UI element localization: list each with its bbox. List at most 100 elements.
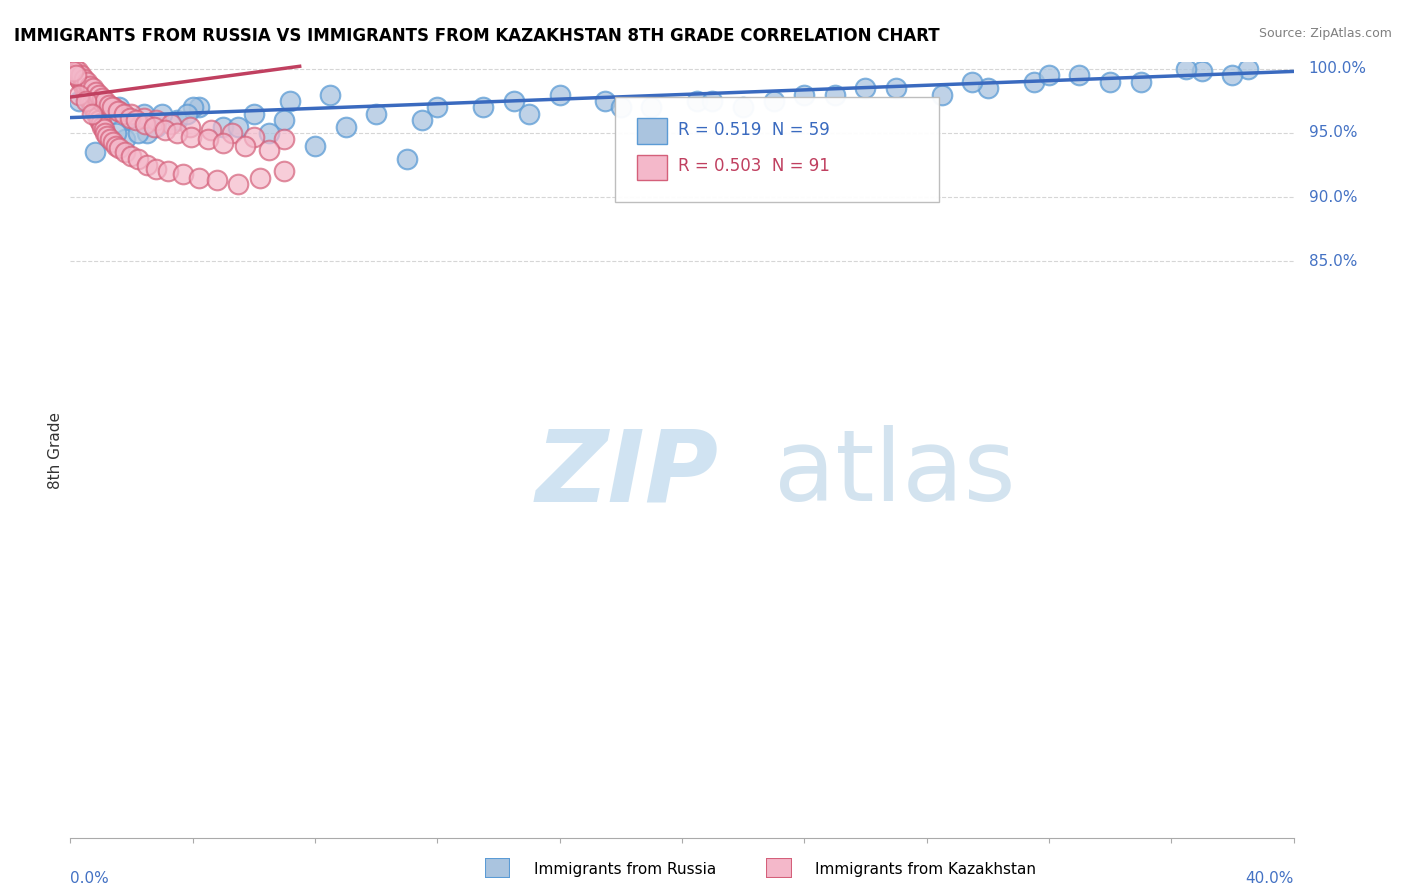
- Point: [257, 126, 280, 140]
- Point: [197, 132, 219, 146]
- Point: [150, 107, 173, 121]
- Point: [132, 107, 155, 121]
- Point: [75, 78, 97, 93]
- Point: [243, 107, 266, 121]
- Point: [75, 94, 97, 108]
- Point: [962, 75, 984, 89]
- Point: [135, 158, 157, 172]
- Point: [114, 132, 136, 146]
- Point: [426, 100, 449, 114]
- Point: [157, 164, 180, 178]
- Point: [1129, 75, 1152, 89]
- Text: 90.0%: 90.0%: [1309, 190, 1357, 204]
- Point: [79, 78, 101, 93]
- Point: [108, 100, 131, 114]
- Point: [121, 149, 143, 163]
- Point: [187, 100, 209, 114]
- Point: [80, 100, 103, 114]
- Point: [145, 113, 167, 128]
- Point: [731, 100, 754, 114]
- Point: [824, 87, 846, 102]
- Point: [98, 132, 121, 146]
- Point: [76, 75, 98, 89]
- Point: [1099, 75, 1122, 89]
- Point: [97, 97, 120, 112]
- Point: [179, 120, 201, 134]
- Text: ZIP: ZIP: [536, 425, 718, 522]
- Point: [280, 94, 302, 108]
- Point: [686, 94, 709, 108]
- Point: [66, 64, 89, 78]
- Text: Source: ZipAtlas.com: Source: ZipAtlas.com: [1258, 27, 1392, 40]
- Point: [112, 107, 135, 121]
- Point: [127, 126, 149, 140]
- Point: [69, 72, 91, 87]
- Point: [87, 91, 110, 105]
- Point: [1175, 62, 1198, 76]
- Text: R = 0.503  N = 91: R = 0.503 N = 91: [678, 157, 830, 176]
- Point: [304, 138, 326, 153]
- Point: [70, 75, 93, 89]
- Point: [517, 107, 540, 121]
- Point: [884, 81, 907, 95]
- Point: [114, 145, 136, 160]
- Point: [610, 100, 633, 114]
- Point: [1022, 75, 1045, 89]
- Point: [66, 68, 89, 82]
- Text: IMMIGRANTS FROM RUSSIA VS IMMIGRANTS FROM KAZAKHSTAN 8TH GRADE CORRELATION CHART: IMMIGRANTS FROM RUSSIA VS IMMIGRANTS FRO…: [14, 27, 939, 45]
- Point: [77, 90, 100, 104]
- Point: [118, 111, 141, 125]
- Point: [101, 100, 124, 114]
- Point: [502, 94, 524, 108]
- Point: [90, 116, 112, 130]
- Point: [62, 62, 84, 76]
- Point: [1038, 68, 1060, 82]
- Point: [72, 75, 94, 89]
- Point: [65, 66, 87, 80]
- Point: [76, 87, 98, 102]
- Point: [1220, 68, 1243, 82]
- Point: [96, 97, 118, 112]
- Point: [65, 68, 87, 82]
- Point: [77, 81, 100, 95]
- Point: [855, 81, 877, 95]
- Point: [366, 107, 388, 121]
- Point: [228, 120, 250, 134]
- Point: [100, 100, 122, 114]
- Point: [72, 77, 94, 91]
- Point: [249, 170, 271, 185]
- Point: [143, 120, 166, 134]
- FancyBboxPatch shape: [637, 155, 668, 180]
- Point: [145, 161, 167, 176]
- Point: [91, 120, 114, 134]
- Point: [411, 113, 433, 128]
- Point: [134, 117, 156, 131]
- Point: [243, 129, 266, 144]
- Point: [395, 152, 418, 166]
- Point: [73, 72, 96, 87]
- Point: [181, 100, 204, 114]
- Point: [200, 123, 222, 137]
- Point: [145, 120, 167, 134]
- Point: [79, 94, 101, 108]
- Point: [83, 145, 105, 160]
- Point: [75, 84, 97, 98]
- Text: 85.0%: 85.0%: [1309, 253, 1357, 268]
- Text: 95.0%: 95.0%: [1309, 126, 1357, 140]
- Text: atlas: atlas: [773, 425, 1015, 522]
- Point: [228, 178, 250, 192]
- Point: [101, 135, 124, 149]
- Point: [69, 94, 91, 108]
- Point: [91, 91, 114, 105]
- Point: [105, 138, 128, 153]
- Point: [1069, 68, 1091, 82]
- Point: [595, 94, 617, 108]
- Point: [176, 107, 198, 121]
- Point: [1191, 64, 1213, 78]
- Point: [75, 87, 97, 102]
- Point: [98, 107, 121, 121]
- Point: [257, 143, 280, 157]
- Text: Immigrants from Kazakhstan: Immigrants from Kazakhstan: [815, 863, 1036, 877]
- FancyBboxPatch shape: [637, 119, 668, 144]
- Point: [84, 107, 107, 121]
